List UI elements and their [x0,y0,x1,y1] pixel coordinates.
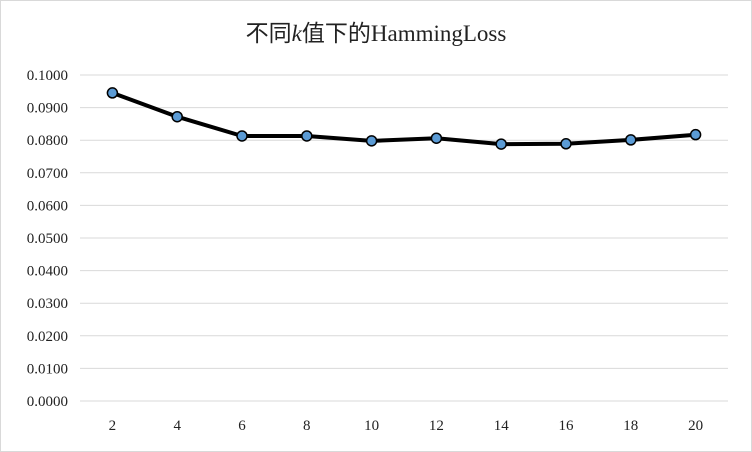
x-tick-label: 6 [238,418,246,434]
data-point [495,138,507,150]
x-tick-label: 10 [364,418,379,434]
y-tick-label: 0.0100 [27,361,68,377]
x-tick-label: 14 [494,418,510,434]
y-tick-label: 0.0300 [27,296,68,312]
series-layer [106,87,702,150]
y-tick-label: 0.0000 [27,394,68,410]
y-tick-label: 0.0600 [27,198,68,214]
data-point [625,134,637,146]
x-axis-ticks: 2 4 6 8 10 12 14 16 18 20 [109,418,703,434]
chart-title-suffix: 值下的HammingLoss [301,21,507,46]
y-tick-label: 0.0800 [27,133,68,149]
x-tick-label: 18 [623,418,638,434]
data-point [430,132,443,144]
chart-title-prefix: 不同 [245,21,292,46]
chart-title-k: k [291,21,302,46]
grid-lines [80,74,728,402]
x-tick-label: 4 [173,418,181,434]
y-tick-label: 0.0400 [27,264,68,280]
y-tick-label: 0.0200 [27,329,68,345]
data-point [689,128,702,141]
data-point [560,138,572,150]
x-tick-label: 12 [429,418,444,434]
y-tick-label: 0.0700 [27,166,68,182]
data-point [106,87,119,99]
y-tick-label: 0.0500 [27,231,68,247]
y-tick-label: 0.1000 [27,68,68,84]
data-point [365,135,378,147]
chart-title: 不同k值下的HammingLoss [0,14,752,48]
series-line [110,90,698,147]
data-point [171,110,183,123]
x-tick-label: 16 [559,418,575,434]
x-tick-label: 2 [109,418,117,434]
x-tick-label: 8 [303,418,311,434]
y-tick-label: 0.0900 [27,101,68,117]
y-axis-ticks: 0.0000 0.0100 0.0200 0.0300 0.0400 0.0500 0.06… [27,68,68,410]
x-tick-label: 20 [688,418,703,434]
data-point [301,130,313,142]
data-point [236,130,248,142]
